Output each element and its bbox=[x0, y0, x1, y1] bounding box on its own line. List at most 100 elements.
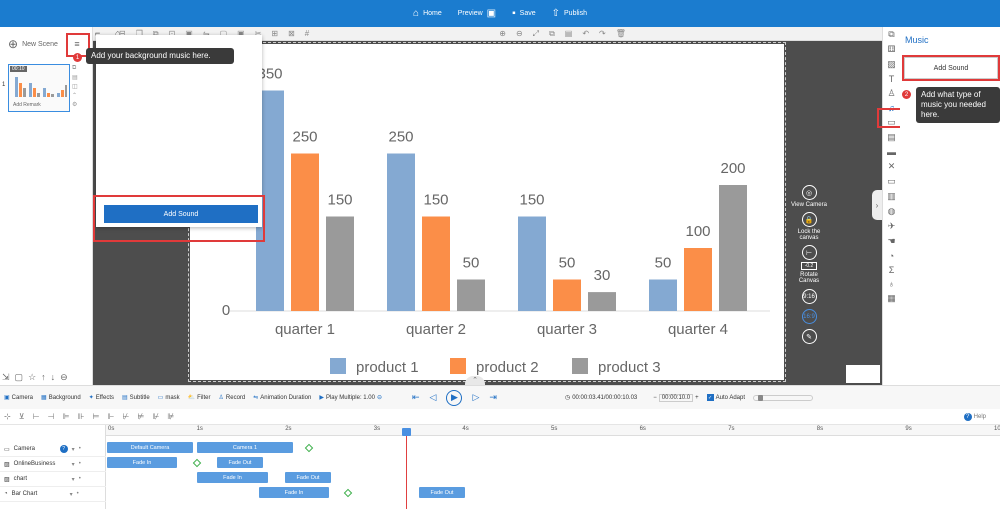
track-menu-icon[interactable]: ▾ bbox=[71, 446, 75, 453]
lock-icon[interactable]: ▣ bbox=[185, 29, 193, 38]
transition-icon[interactable]: ◫ bbox=[72, 84, 78, 90]
ratio-916-button[interactable]: 9:16 bbox=[801, 289, 817, 304]
globe-icon[interactable]: ◍ bbox=[887, 206, 896, 216]
timeline-ruler[interactable]: 0s 1s 2s 3s 4s 5s 6s 7s 8s 9s 10s bbox=[106, 425, 1000, 436]
playhead-handle[interactable] bbox=[402, 428, 411, 436]
track-delete-icon[interactable]: ⊯ bbox=[167, 412, 175, 421]
zoom-plus-icon[interactable]: + bbox=[695, 394, 699, 401]
keyboard-icon[interactable]: ▦ bbox=[887, 293, 896, 303]
music-list-icon[interactable]: ≡ bbox=[74, 39, 80, 49]
zoom-value-input[interactable]: 00:00:10.0 bbox=[658, 393, 694, 402]
undo-icon[interactable]: ↶ bbox=[582, 29, 590, 38]
caption-icon[interactable]: ▤ bbox=[887, 132, 896, 142]
copy-icon[interactable]: ⧉ bbox=[72, 65, 77, 71]
zoom-minus-icon[interactable]: − bbox=[653, 394, 657, 401]
copy2-icon[interactable]: ⧉ bbox=[549, 28, 555, 38]
track-menu-icon[interactable]: ▾ bbox=[71, 461, 75, 468]
filter-tool[interactable]: ⛅ Filter bbox=[187, 394, 211, 402]
zoom-out-icon[interactable]: ⊖ bbox=[515, 29, 523, 38]
keyframe-add-icon[interactable] bbox=[192, 458, 202, 468]
record-tool[interactable]: ♙ Record bbox=[218, 394, 246, 402]
track-copy-icon[interactable]: ⊮ bbox=[152, 412, 160, 421]
plane-icon[interactable]: ✈ bbox=[887, 221, 896, 231]
delete-icon[interactable]: ▤ bbox=[72, 75, 78, 81]
rotate-value[interactable]: -0.2 bbox=[800, 262, 818, 270]
play-multiple-tool[interactable]: ▶ Play Multiple: 1.00 ⊖ bbox=[319, 394, 382, 402]
snap-icon[interactable]: ⊭ bbox=[137, 412, 145, 421]
settings-icon[interactable]: ⚙ bbox=[72, 102, 78, 108]
film-icon[interactable]: ▥ bbox=[887, 191, 896, 201]
send-back-icon[interactable]: ▣ bbox=[237, 29, 245, 38]
arrow-up-icon[interactable]: ↑ bbox=[41, 372, 46, 382]
playhead[interactable] bbox=[406, 428, 407, 509]
merge-icon[interactable]: ⊣ bbox=[47, 412, 55, 421]
split-icon[interactable]: ⊢ bbox=[32, 412, 40, 421]
track-chart[interactable]: ▨ chart ▾ • bbox=[0, 472, 106, 487]
mask-tool[interactable]: ▭ mask bbox=[157, 394, 180, 402]
align-icon[interactable]: ⊟ bbox=[119, 29, 126, 38]
scene-thumbnail[interactable]: 00:10 Add Remark bbox=[8, 64, 70, 112]
track-onlinebusiness[interactable]: ▨ OnlineBusiness ▾ • bbox=[0, 457, 106, 472]
arrow-down-icon[interactable]: ↓ bbox=[50, 372, 56, 382]
clip-fade-out[interactable]: Fade Out bbox=[217, 457, 263, 468]
sticker-icon[interactable]: ⚅ bbox=[887, 44, 896, 54]
new-scene-button[interactable]: ⊕ New Scene bbox=[8, 37, 58, 51]
zoom-in-icon[interactable]: ⊕ bbox=[499, 29, 506, 38]
help-link[interactable]: ? Help bbox=[963, 412, 986, 421]
clip-default-camera[interactable]: Default Camera bbox=[107, 442, 193, 453]
clip-fade-in[interactable]: Fade In bbox=[259, 487, 329, 498]
clip-fade-in[interactable]: Fade In bbox=[197, 472, 268, 483]
ratio-169-button[interactable]: 16:9 bbox=[801, 309, 817, 324]
subtitle-tool[interactable]: ▤ Subtitle bbox=[121, 394, 150, 402]
save-button[interactable]: ▪ Save bbox=[512, 8, 536, 19]
folder-icon[interactable]: ▭ bbox=[887, 176, 896, 186]
formula-icon[interactable]: Σ bbox=[888, 265, 895, 275]
clip-fade-out[interactable]: Fade Out bbox=[419, 487, 465, 498]
tools-icon[interactable]: ✕ bbox=[887, 161, 896, 171]
zoom-slider[interactable] bbox=[753, 394, 813, 401]
align-right-icon[interactable]: ⊪ bbox=[77, 412, 85, 421]
home-canvas-icon[interactable]: ⌂ bbox=[115, 28, 121, 38]
expand-timeline-icon[interactable]: ⌃ bbox=[465, 376, 485, 385]
step-back-icon[interactable]: ◁ bbox=[429, 392, 437, 402]
camera-help-icon[interactable]: ? bbox=[59, 445, 68, 453]
collapse-panel-handle[interactable]: › bbox=[872, 190, 882, 220]
space-icon[interactable]: ⊠ bbox=[288, 29, 295, 38]
hand-icon[interactable]: ☚ bbox=[887, 236, 896, 246]
cut-icon[interactable]: ✂ bbox=[254, 29, 262, 38]
paste2-icon[interactable]: ▤ bbox=[564, 29, 573, 38]
clip-camera-1[interactable]: Camera 1 bbox=[197, 442, 293, 453]
lock-canvas-icon[interactable]: 🔒 bbox=[801, 212, 817, 227]
star-icon[interactable]: ☆ bbox=[28, 372, 37, 382]
layer-icon[interactable]: ❐ bbox=[135, 29, 143, 38]
ungroup-icon[interactable]: ⊡ bbox=[168, 29, 176, 38]
auto-adapt-checkbox[interactable]: ✓ Auto Adapt bbox=[706, 394, 745, 401]
track-menu-icon[interactable]: ▾ bbox=[71, 476, 75, 483]
home-button[interactable]: ⌂ Home bbox=[413, 8, 442, 19]
view-camera-icon[interactable]: ◎ bbox=[801, 185, 817, 200]
paste-icon[interactable]: ▢ bbox=[14, 372, 24, 382]
pin-icon[interactable]: ⌐ bbox=[95, 28, 101, 38]
keyframe-add-icon[interactable] bbox=[343, 488, 353, 498]
track-camera[interactable]: ▭ Camera? ▾ • bbox=[0, 442, 106, 457]
mic-icon[interactable]: ♙ bbox=[887, 88, 896, 98]
dist-h-icon[interactable]: ⊩ bbox=[107, 412, 115, 421]
align-left-icon[interactable]: ⊫ bbox=[62, 412, 70, 421]
effects-tool[interactable]: ✦ Effects bbox=[88, 394, 114, 402]
delete2-icon[interactable]: 🗑 bbox=[615, 29, 626, 38]
add-track-icon[interactable]: ⊹ bbox=[4, 412, 11, 421]
add-remark-link[interactable]: Add Remark bbox=[13, 102, 41, 108]
dist-icon[interactable]: ⊞ bbox=[271, 29, 279, 38]
keyframe-add-icon[interactable] bbox=[304, 443, 314, 453]
edit-icon[interactable]: ✎ bbox=[801, 329, 817, 344]
bring-front-icon[interactable]: ▢ bbox=[219, 29, 228, 38]
minus-icon[interactable]: ⊖ bbox=[376, 395, 382, 401]
fit-icon[interactable]: ⤢ bbox=[532, 28, 540, 38]
image-icon[interactable]: ▨ bbox=[887, 59, 896, 69]
grid-icon[interactable]: # bbox=[304, 29, 310, 38]
filter-track-icon[interactable]: ⊻ bbox=[18, 412, 25, 421]
dist-v-icon[interactable]: ⊬ bbox=[122, 412, 130, 421]
speech-icon[interactable]: ▭ bbox=[887, 117, 896, 127]
clip-fade-in[interactable]: Fade In bbox=[107, 457, 177, 468]
track-menu-icon[interactable]: ▾ bbox=[69, 491, 73, 498]
